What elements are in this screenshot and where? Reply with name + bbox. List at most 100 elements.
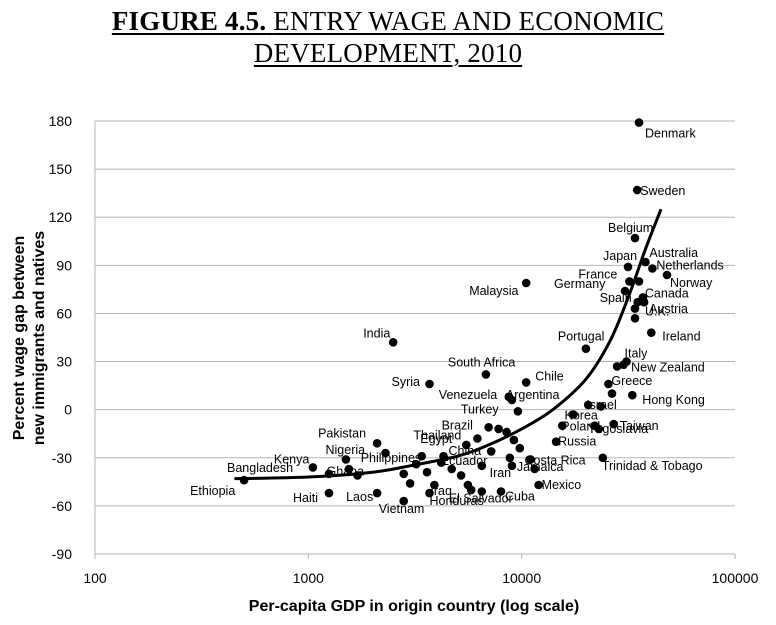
- point-label: Spain: [600, 291, 632, 305]
- data-point: [648, 264, 657, 273]
- point-label: Vietnam: [379, 502, 425, 516]
- data-point: [581, 344, 591, 354]
- x-tick-labels: 100 1000 10000 100000: [83, 570, 758, 586]
- data-point: [590, 421, 599, 431]
- data-point: [344, 464, 354, 474]
- point-label: Laos: [346, 490, 373, 504]
- data-point: [662, 270, 672, 280]
- data-point: [308, 463, 318, 472]
- point-label: Bangladesh: [227, 461, 293, 475]
- data-point: [634, 118, 644, 127]
- point-label: U.K.: [645, 304, 669, 318]
- data-point: [521, 378, 531, 387]
- point-label: Ghana: [327, 464, 365, 478]
- data-point: [609, 419, 618, 429]
- y-tick-label: -30: [52, 450, 72, 466]
- point-label: Sweden: [640, 184, 685, 198]
- data-point: [466, 485, 476, 495]
- y-tick-label: 180: [49, 113, 73, 129]
- x-tick-label: 1000: [293, 570, 324, 586]
- data-point: [620, 286, 630, 296]
- data-point: [353, 471, 362, 480]
- data-point: [425, 488, 434, 498]
- data-point: [484, 423, 493, 432]
- data-point: [569, 410, 578, 419]
- point-label: Korea: [565, 409, 598, 423]
- y-tick-labels: -90 -60 -30 0 30 60 90 120 150 180: [49, 113, 73, 562]
- point-label: Syria: [392, 375, 421, 389]
- point-label: Honduras: [430, 494, 484, 508]
- data-point: [381, 448, 390, 458]
- data-point: [399, 496, 409, 506]
- point-label: Mexico: [542, 478, 582, 492]
- data-point: [628, 390, 637, 400]
- data-point: [462, 440, 471, 450]
- data-point: [596, 402, 606, 411]
- data-point: [513, 407, 523, 416]
- x-axis-label: Per-capita GDP in origin country (log sc…: [249, 598, 579, 615]
- x-tick-label: 10000: [502, 570, 541, 586]
- data-point: [639, 297, 649, 307]
- x-tick-label: 100000: [712, 570, 759, 586]
- point-label: Belgium: [608, 221, 653, 235]
- point-label: Russia: [558, 435, 596, 449]
- data-point: [502, 427, 511, 437]
- y-tick-label: 150: [49, 161, 73, 177]
- point-label: Iraq: [430, 484, 452, 498]
- data-point: [534, 480, 543, 490]
- data-point: [486, 447, 496, 456]
- data-point: [372, 439, 382, 448]
- point-label: Chile: [535, 369, 564, 383]
- point-label: Italy: [625, 347, 649, 361]
- point-label: France: [578, 267, 617, 281]
- data-point: [399, 469, 409, 479]
- point-label: Ethiopia: [190, 484, 235, 498]
- data-point: [437, 458, 446, 467]
- data-point: [623, 262, 633, 272]
- point-label: South Africa: [448, 355, 515, 369]
- point-label: Germany: [554, 277, 606, 291]
- figure-label: FIGURE 4.5.: [111, 6, 267, 36]
- y-tick-label: -60: [52, 498, 72, 514]
- data-point: [507, 395, 517, 405]
- point-label: Hong Kong: [642, 393, 705, 407]
- data-point: [405, 479, 415, 488]
- data-point: [505, 453, 515, 463]
- data-point: [641, 257, 650, 267]
- point-label: Ecuador: [441, 454, 488, 468]
- point-label: Austria: [649, 302, 688, 316]
- point-label: Cuba: [505, 490, 535, 504]
- y-axis-label-line-1: Percent wage gap between: [11, 236, 28, 441]
- data-point: [630, 304, 640, 313]
- data-point: [324, 488, 334, 498]
- point-label: Yugoslavia: [588, 422, 649, 436]
- point-label: Israel: [586, 398, 617, 412]
- point-label: Greece: [611, 374, 652, 388]
- data-point: [239, 475, 249, 485]
- data-point: [509, 435, 519, 445]
- data-point: [632, 185, 642, 195]
- data-point: [494, 424, 503, 434]
- point-label: Poland: [561, 420, 600, 434]
- data-point: [481, 370, 491, 379]
- data-point: [430, 480, 439, 490]
- data-point: [607, 389, 617, 398]
- figure-title-line-1: FIGURE 4.5. ENTRY WAGE AND ECONOMIC: [0, 6, 776, 37]
- point-label: China: [449, 444, 482, 458]
- point-label: Haiti: [293, 491, 318, 505]
- point-label: Philippines: [361, 451, 421, 465]
- y-tick-label: 120: [49, 209, 73, 225]
- data-point: [619, 360, 628, 370]
- data-point: [526, 455, 535, 464]
- data-point: [521, 278, 531, 288]
- data-point: [515, 443, 525, 453]
- point-label: Egypt: [420, 432, 452, 446]
- data-point: [477, 487, 487, 496]
- data-point: [551, 437, 561, 447]
- data-point: [372, 488, 382, 498]
- data-point: [324, 469, 334, 479]
- point-label: Jamaica: [517, 460, 564, 474]
- point-label: Thailand: [413, 429, 461, 443]
- y-tick-label: 60: [56, 305, 72, 321]
